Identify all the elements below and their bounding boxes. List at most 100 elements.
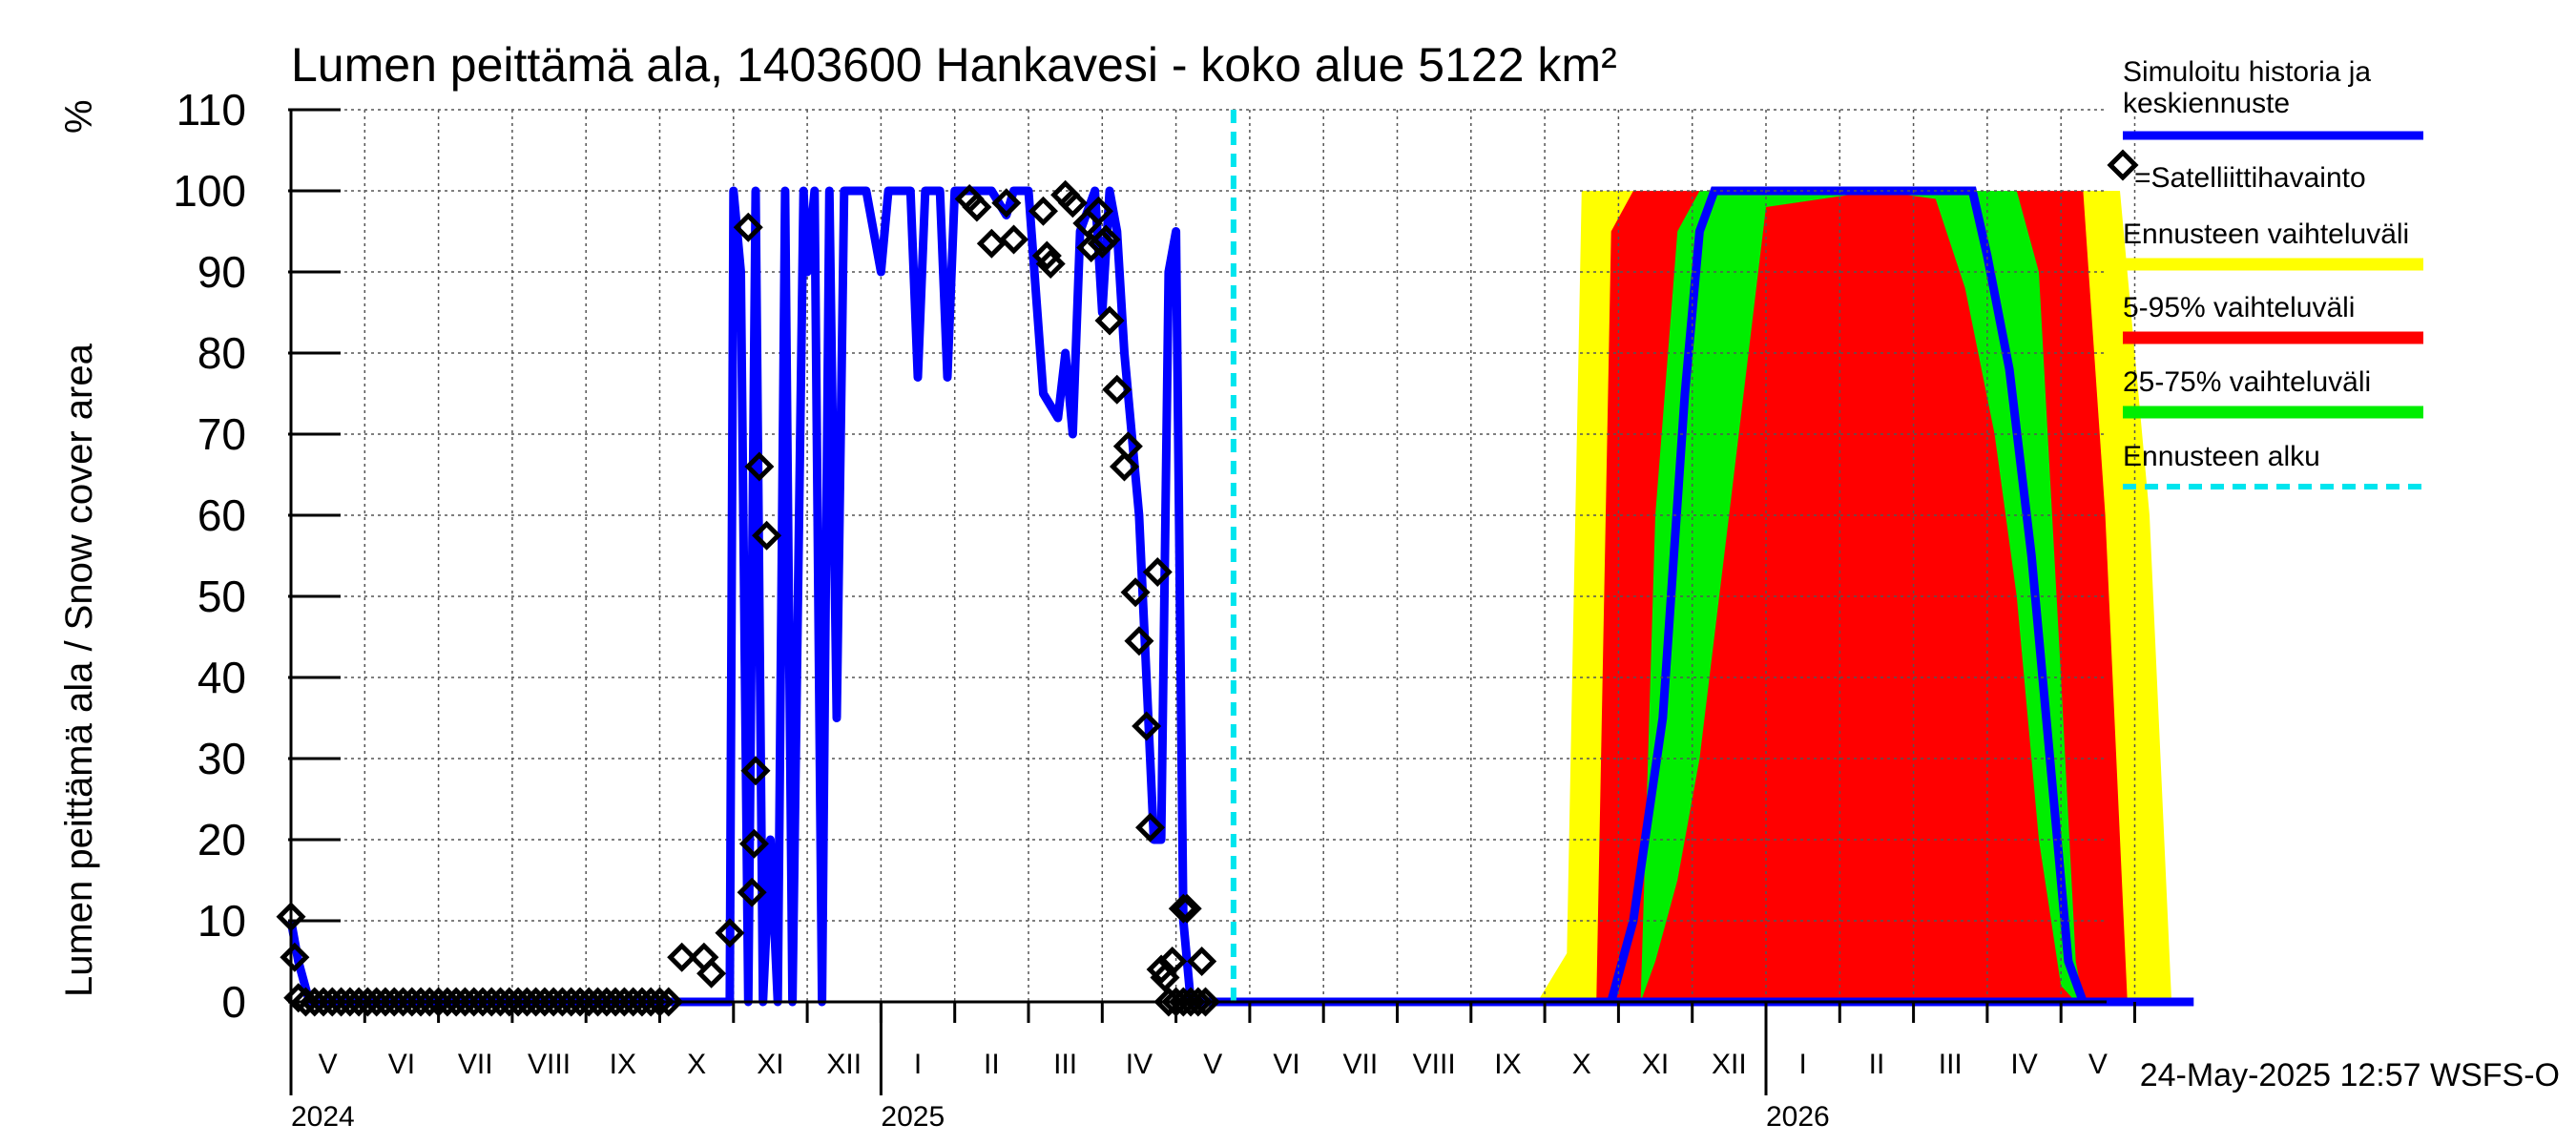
satellite-observations xyxy=(276,179,1221,1017)
legend: Simuloitu historia ja keskiennuste =Satel… xyxy=(2107,56,2423,489)
timestamp: 24-May-2025 12:57 WSFS-O xyxy=(2140,1057,2560,1093)
simulated-history-line xyxy=(286,186,2194,1007)
forecast-median-line xyxy=(1607,186,2088,1004)
obs-marker xyxy=(715,918,745,948)
month-label: IV xyxy=(1126,1049,1153,1080)
obs-marker xyxy=(1142,556,1173,588)
obs-marker xyxy=(1057,188,1088,219)
obs-marker xyxy=(1091,224,1121,255)
obs-marker xyxy=(962,192,992,222)
obs-marker xyxy=(1190,987,1221,1017)
month-label: II xyxy=(1869,1049,1885,1080)
year-label: 2026 xyxy=(1766,1101,1830,1133)
obs-marker xyxy=(991,188,1022,219)
year-label: 2025 xyxy=(881,1101,945,1133)
axes xyxy=(288,108,2136,1095)
month-label: X xyxy=(1572,1049,1591,1080)
obs-marker xyxy=(738,828,769,859)
obs-marker xyxy=(744,451,775,482)
y-tick-label: 100 xyxy=(173,166,246,216)
month-label: XI xyxy=(1642,1049,1669,1080)
legend-range-label: Ennusteen vaihteluväli xyxy=(2123,219,2409,250)
legend-sim-label: Simuloitu historia ja keskiennuste xyxy=(2123,56,2371,119)
obs-marker xyxy=(737,877,767,907)
obs-marker xyxy=(1172,893,1202,924)
legend-sim-line1: Simuloitu historia ja xyxy=(2123,56,2371,88)
y-tick-label: 0 xyxy=(221,977,246,1027)
month-label: IX xyxy=(1494,1049,1521,1080)
month-label: V xyxy=(2088,1049,2108,1080)
month-label: XI xyxy=(757,1049,783,1080)
grid-lines xyxy=(290,109,2136,1003)
month-label: VII xyxy=(458,1049,493,1080)
y-tick-label: 10 xyxy=(197,896,246,946)
obs-marker xyxy=(667,942,697,972)
month-label: VI xyxy=(1273,1049,1299,1080)
month-label: VIII xyxy=(1413,1049,1456,1080)
month-label: I xyxy=(1798,1049,1806,1080)
year-label: 2024 xyxy=(291,1101,355,1133)
obs-marker xyxy=(1135,812,1166,843)
month-label: VIII xyxy=(528,1049,571,1080)
y-tick-label: 90 xyxy=(197,247,246,297)
obs-marker xyxy=(1187,946,1217,977)
obs-marker xyxy=(1109,451,1140,482)
obs-marker xyxy=(1083,196,1113,226)
month-label: VII xyxy=(1343,1049,1379,1080)
y-axis-unit: % xyxy=(58,99,100,134)
y-tick-label: 80 xyxy=(197,328,246,378)
month-label: V xyxy=(1203,1049,1222,1080)
y-tick-label: 60 xyxy=(197,490,246,540)
y-tick-label: 70 xyxy=(197,409,246,459)
y-tick-label: 40 xyxy=(197,653,246,702)
legend-p25-75-label: 25-75% vaihteluväli xyxy=(2123,366,2371,398)
obs-marker xyxy=(1028,196,1058,226)
month-label: IX xyxy=(610,1049,636,1080)
obs-marker xyxy=(654,987,684,1017)
legend-start-label: Ennusteen alku xyxy=(2123,441,2320,472)
month-label: VI xyxy=(388,1049,415,1080)
obs-marker xyxy=(1168,893,1198,924)
y-tick-labels: 0 10 20 30 40 50 60 70 80 90 100 110 xyxy=(173,85,246,1027)
x-year-labels: 2024 2025 2026 xyxy=(291,1101,1830,1133)
month-label: III xyxy=(1939,1049,1963,1080)
month-label: I xyxy=(914,1049,922,1080)
obs-marker xyxy=(1035,248,1066,280)
month-label: II xyxy=(984,1049,1000,1080)
y-tick-label: 30 xyxy=(197,734,246,783)
obs-marker xyxy=(696,958,727,989)
band-25-75 xyxy=(1640,191,2084,1002)
month-label: III xyxy=(1053,1049,1077,1080)
legend-p5-95-label: 5-95% vaihteluväli xyxy=(2123,292,2355,323)
obs-marker xyxy=(1112,431,1143,462)
obs-marker xyxy=(1031,240,1062,271)
month-label: IV xyxy=(2010,1049,2037,1080)
obs-marker xyxy=(752,520,782,551)
y-axis-label: Lumen peittämä ala / Snow cover area xyxy=(58,343,100,997)
obs-marker xyxy=(1102,374,1132,405)
obs-marker xyxy=(1132,711,1162,741)
y-tick-label: 110 xyxy=(177,85,246,135)
obs-marker xyxy=(1183,987,1214,1017)
obs-marker xyxy=(1094,305,1125,336)
month-label: XII xyxy=(1712,1049,1747,1080)
obs-marker xyxy=(1120,577,1151,608)
month-label: XII xyxy=(826,1049,862,1080)
legend-obs-marker xyxy=(2107,149,2139,181)
obs-marker xyxy=(733,212,763,242)
obs-marker xyxy=(1124,626,1154,656)
y-tick-label: 20 xyxy=(197,815,246,864)
legend-obs-label: =Satelliittihavainto xyxy=(2134,162,2366,194)
legend-sim-line2: keskiennuste xyxy=(2123,88,2290,119)
month-label: X xyxy=(687,1049,706,1080)
x-month-labels: V VI VII VIII IX X XI XII I II III IV V VI VII VIII IX X X… xyxy=(319,1049,2108,1080)
obs-marker xyxy=(1157,946,1188,977)
obs-marker xyxy=(280,942,310,972)
month-label: V xyxy=(319,1049,338,1080)
obs-marker xyxy=(999,224,1029,255)
chart-title: Lumen peittämä ala, 1403600 Hankavesi - … xyxy=(291,38,1617,92)
obs-marker xyxy=(1146,954,1176,985)
y-tick-label: 50 xyxy=(197,572,246,621)
obs-marker xyxy=(740,756,771,786)
